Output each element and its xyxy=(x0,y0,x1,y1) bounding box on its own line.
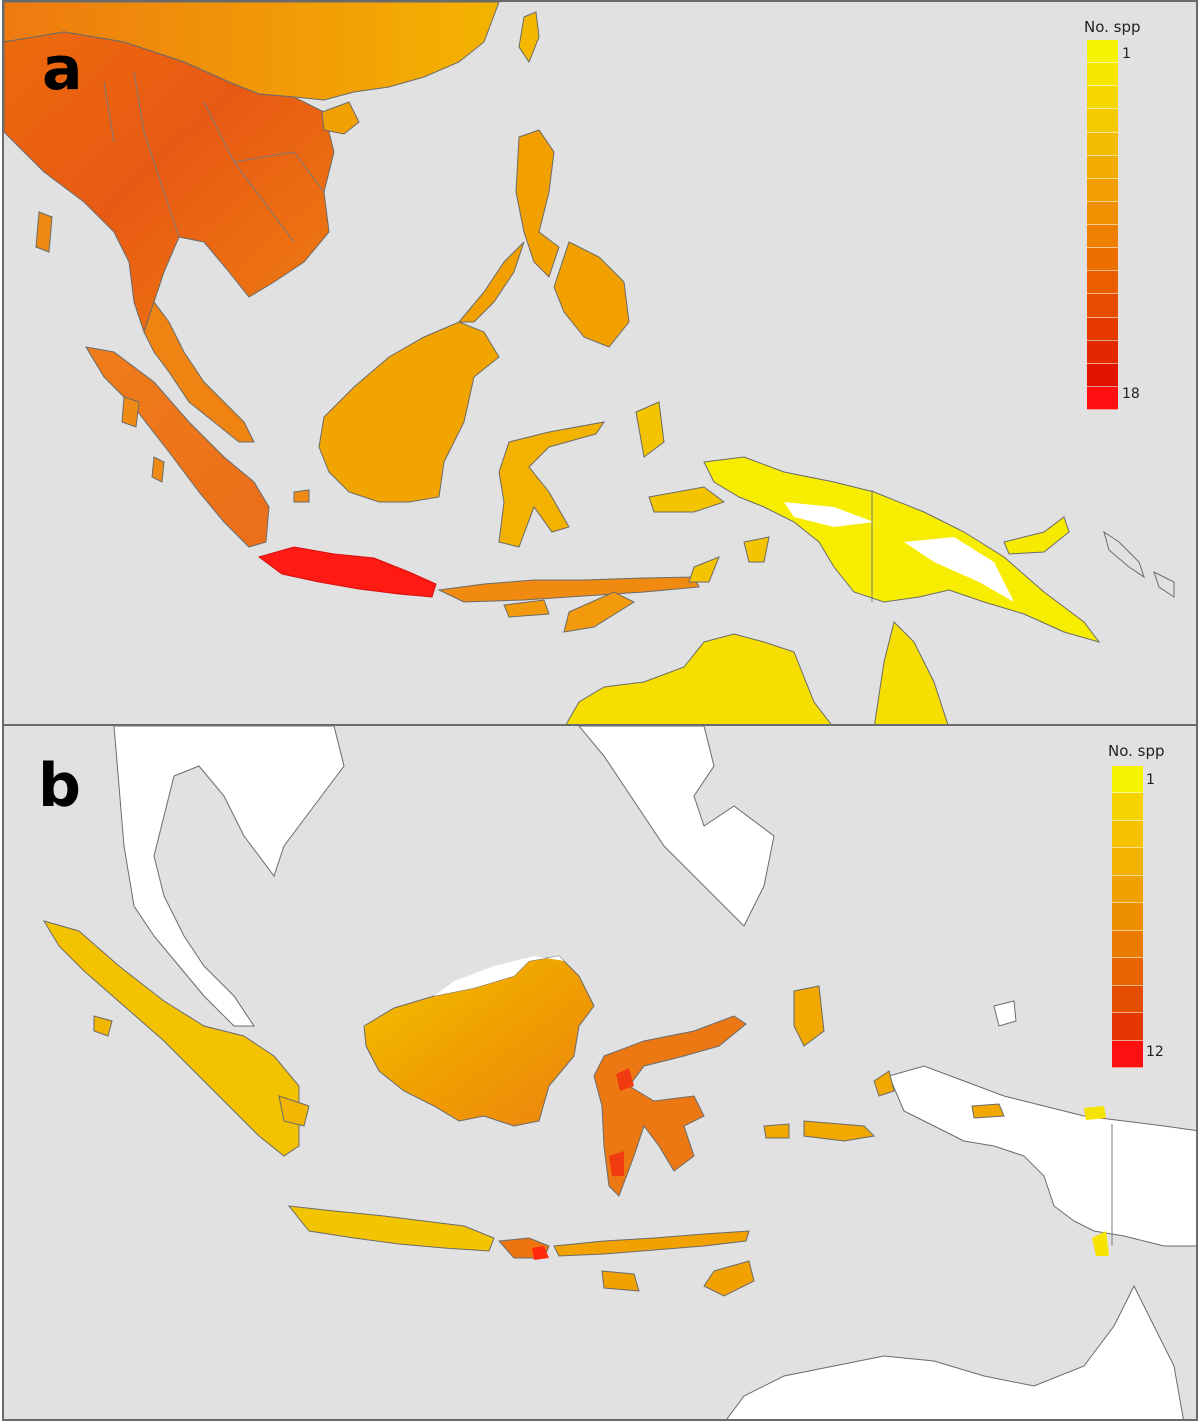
legend-title: No. spp xyxy=(1084,18,1141,36)
legend-a: No. spp 1 18 xyxy=(1084,12,1194,410)
legend-swatch xyxy=(1112,1013,1143,1041)
legend-swatch xyxy=(1087,317,1118,341)
legend-color-ramp xyxy=(1087,40,1118,410)
legend-max-label: 18 xyxy=(1122,386,1140,402)
map-panel-a: a No. spp 1 18 xyxy=(2,0,1198,726)
sulawesi-island xyxy=(593,1015,747,1197)
legend-swatch xyxy=(1087,386,1118,410)
legend-min-label: 1 xyxy=(1146,772,1155,788)
unoccupied-australia xyxy=(726,1284,1184,1419)
indochina-region xyxy=(4,31,335,334)
legend-swatch xyxy=(1087,40,1118,64)
lesser-sunda-islands xyxy=(437,576,700,603)
species-richness-map-b xyxy=(42,726,1196,1419)
borneo-island xyxy=(318,321,500,503)
legend-swatch xyxy=(1087,225,1118,249)
unoccupied-new-guinea xyxy=(888,1065,1196,1247)
java-island xyxy=(257,546,437,598)
unoccupied-mainland xyxy=(113,726,345,1027)
map-panel-b: b No. spp 1 12 xyxy=(2,724,1198,1421)
legend-swatch xyxy=(1112,820,1143,849)
species-richness-map-a xyxy=(4,2,1175,724)
legend-swatch xyxy=(1087,132,1118,156)
legend-swatch xyxy=(1087,201,1118,225)
new-guinea-island xyxy=(703,456,1101,643)
legend-swatch xyxy=(1112,766,1143,794)
legend-swatch xyxy=(1087,63,1118,87)
legend-b: No. spp 1 12 xyxy=(1108,736,1196,1068)
legend-swatch xyxy=(1087,86,1118,110)
legend-title: No. spp xyxy=(1108,742,1165,760)
malay-peninsula xyxy=(143,300,255,443)
panel-label-b: b xyxy=(38,751,81,821)
legend-swatch xyxy=(1087,109,1118,133)
legend-swatch xyxy=(1112,848,1143,876)
borneo-island xyxy=(363,955,595,1127)
legend-swatch xyxy=(1112,930,1143,959)
legend-swatch xyxy=(1087,363,1118,387)
legend-min-label: 1 xyxy=(1122,46,1131,62)
legend-swatch xyxy=(1112,1040,1143,1068)
legend-swatch xyxy=(1112,903,1143,931)
legend-swatch xyxy=(1087,340,1118,364)
taiwan-island xyxy=(518,11,540,64)
legend-swatch xyxy=(1087,248,1118,272)
legend-swatch xyxy=(1112,793,1143,821)
legend-swatch xyxy=(1112,958,1143,986)
legend-swatch xyxy=(1112,875,1143,904)
legend-max-label: 12 xyxy=(1146,1044,1164,1060)
unoccupied-philippines xyxy=(578,726,775,927)
legend-color-ramp xyxy=(1112,766,1143,1068)
sumatra-island xyxy=(85,346,270,548)
legend-swatch xyxy=(1087,294,1118,318)
hainan-island xyxy=(321,101,360,135)
philippines-islands xyxy=(457,129,630,348)
sulawesi-island xyxy=(498,421,606,548)
legend-swatch xyxy=(1087,178,1118,202)
panel-label-a: a xyxy=(42,34,83,104)
legend-swatch xyxy=(1087,271,1118,295)
legend-swatch xyxy=(1087,155,1118,179)
northern-australia xyxy=(565,621,949,724)
java-island xyxy=(287,1205,495,1252)
legend-swatch xyxy=(1112,985,1143,1014)
sumatra-island xyxy=(42,920,300,1157)
